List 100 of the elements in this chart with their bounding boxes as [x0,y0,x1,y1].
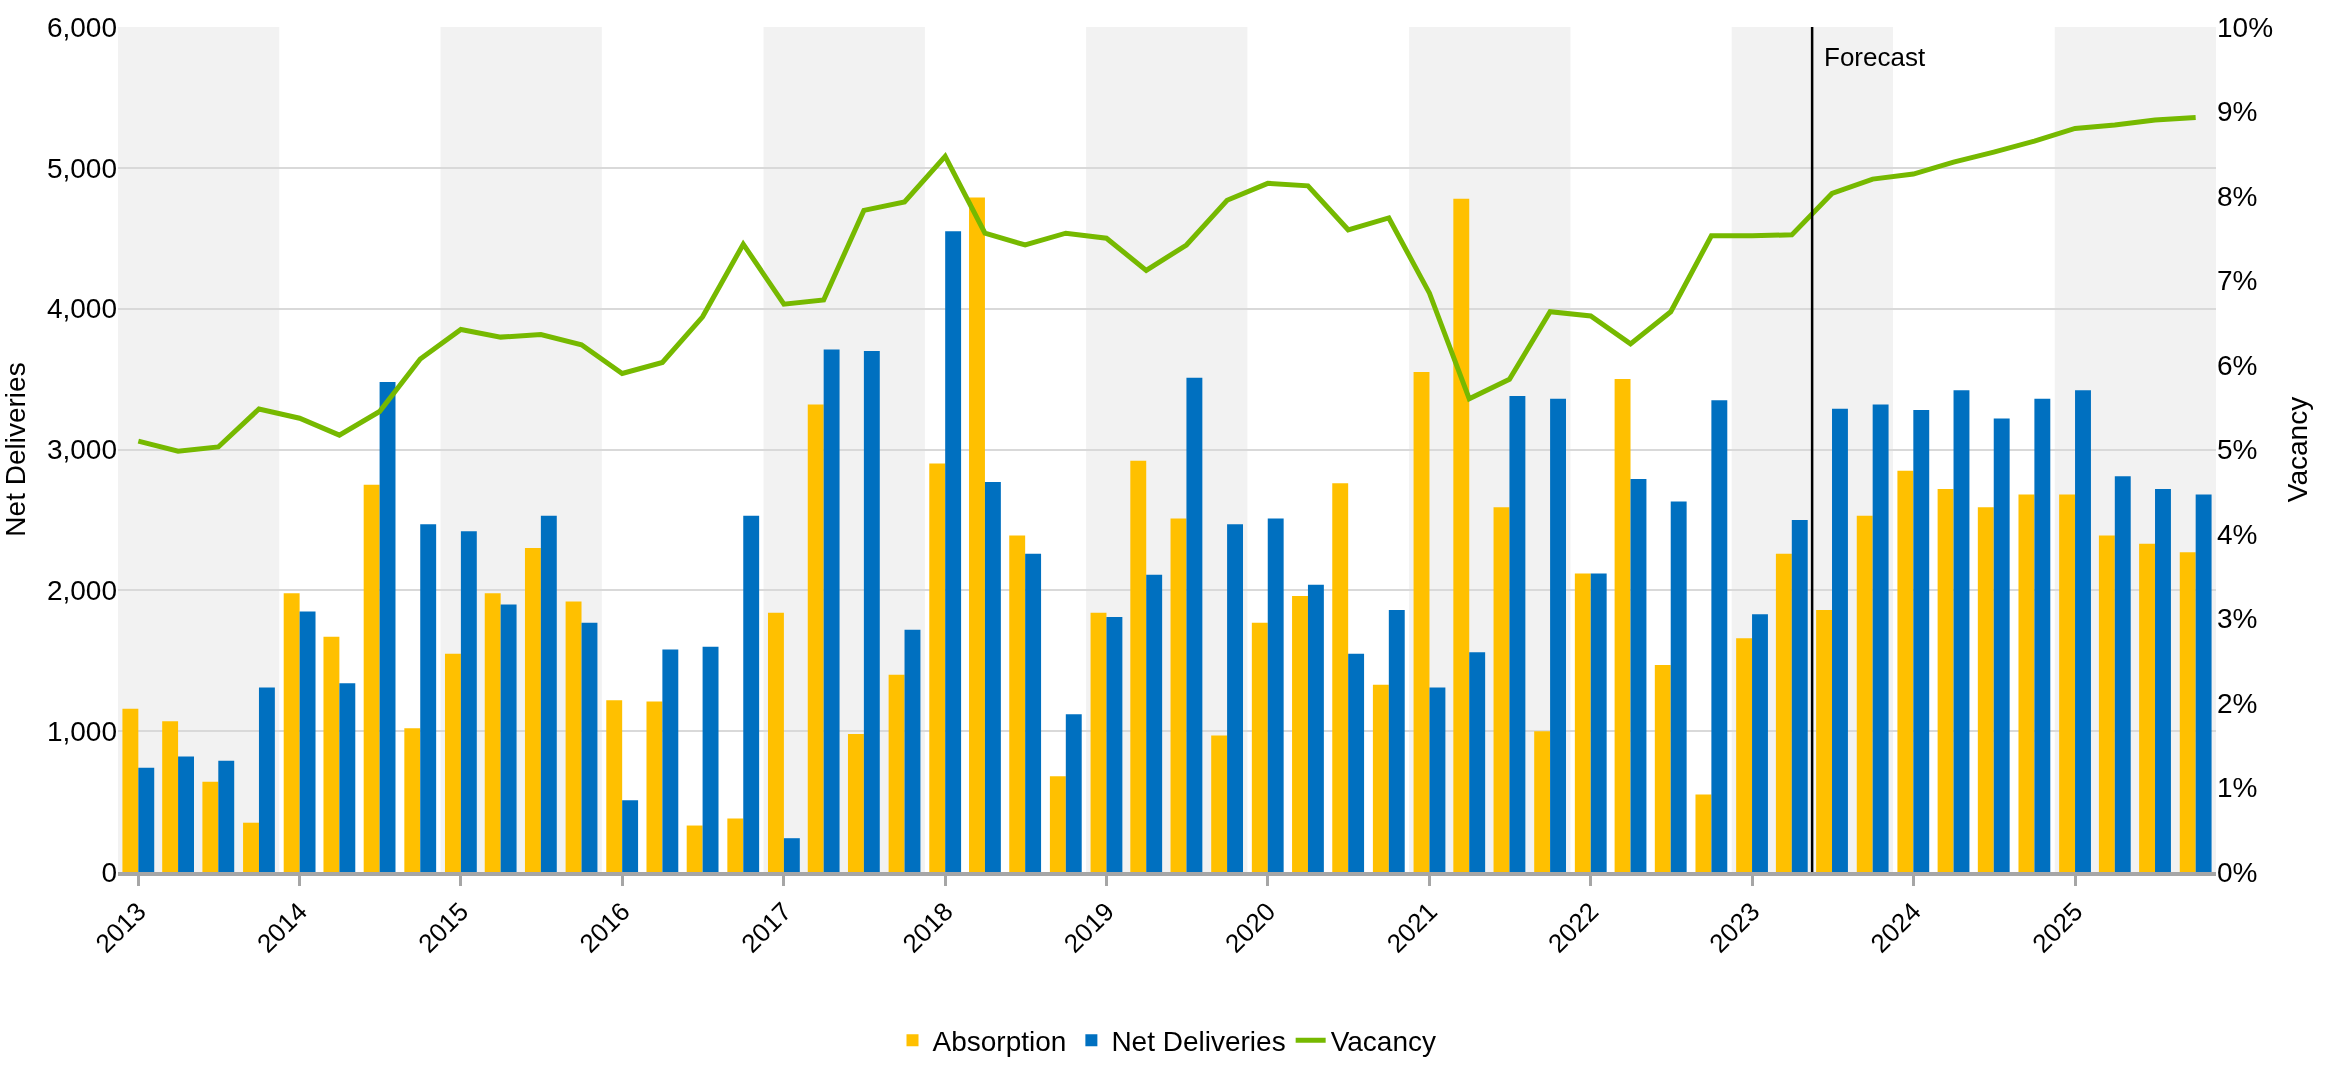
bar [1775,553,1792,872]
bar [686,825,703,872]
legend-label: Absorption [932,1026,1067,1058]
legend-label: Vacancy [1330,1026,1436,1058]
bar [122,708,139,872]
bar [363,484,380,872]
bar [767,612,784,872]
bar [138,767,155,872]
bar [1307,584,1324,872]
y2-tick-label: 0% [2217,856,2258,888]
bar [1025,553,1042,872]
legend-label: Net Deliveries [1111,1026,1286,1058]
bar [743,515,760,872]
bar [283,593,300,872]
y2-tick-label: 1% [2217,772,2258,804]
bar [162,721,179,872]
y2-tick-label: 2% [2217,687,2258,719]
bar [847,733,864,872]
bar [1146,574,1163,872]
bar [1977,507,1994,872]
bar [622,800,639,872]
bar [1832,408,1848,872]
bar [1453,198,1470,872]
bar [888,674,905,872]
bar [444,653,461,872]
y2-tick-label: 3% [2217,603,2258,635]
bar [929,463,946,872]
bar [2114,476,2131,872]
bar [581,622,598,872]
bar [1816,610,1833,872]
bar [2098,535,2115,872]
bar [339,683,356,872]
bar [2195,494,2212,872]
bar [1695,794,1712,872]
y2-axis-title: Vacancy [2282,396,2314,503]
bar [1993,418,2010,872]
bar [2075,390,2091,872]
bar [1534,731,1551,872]
bar [524,548,541,872]
bar [1267,518,1284,872]
bar [218,760,235,872]
bar [1332,483,1349,872]
bar [1736,638,1753,872]
bar [484,593,501,872]
y-tick-label: 3,000 [46,434,117,466]
bar [727,818,744,872]
y2-tick-label: 8% [2217,180,2258,212]
bar [1630,479,1647,872]
bar [1106,617,1123,872]
y-tick-label: 6,000 [46,11,117,43]
bar [178,756,194,872]
bar [1897,470,1914,872]
bar [1590,573,1607,872]
bar [1211,735,1228,872]
bar [1913,410,1930,872]
y2-tick-label: 7% [2217,265,2258,297]
bar [1856,515,1873,872]
bar [1009,535,1026,872]
bar [1953,390,1970,872]
bar [984,481,1001,872]
y-tick-label: 1,000 [46,715,117,747]
bar [1509,395,1526,872]
bar [1711,400,1728,872]
bar [323,636,340,872]
bar [1937,488,1954,872]
bar [702,646,719,872]
y2-tick-label: 10% [2217,11,2274,43]
bar [404,728,421,872]
bar [2034,398,2051,872]
bar [904,629,921,872]
bar [863,350,880,872]
bar [500,604,517,872]
y2-tick-label: 4% [2217,518,2258,550]
bar [823,349,840,872]
bar [1493,507,1510,872]
bar [969,197,985,872]
bar [460,531,477,872]
y-axis-title: Net Deliveries [0,362,31,537]
bar [1670,501,1687,872]
bar [1372,684,1389,872]
bar [1654,664,1671,872]
bar [1348,653,1365,872]
bar [606,700,623,872]
bar [783,838,800,872]
bar [540,515,557,872]
bar [1292,595,1308,872]
y-tick-label: 0 [101,856,117,888]
bar [1872,404,1889,872]
bar [1170,518,1187,872]
bar [945,231,962,872]
bar [1388,610,1405,872]
bar [243,822,259,872]
bar [2059,494,2076,872]
bar [379,381,396,872]
bar [1186,377,1203,872]
bar [2018,494,2035,872]
y2-tick-label: 9% [2217,96,2258,128]
bar [420,524,437,872]
y-tick-label: 4,000 [46,293,117,325]
bar [2155,488,2171,872]
